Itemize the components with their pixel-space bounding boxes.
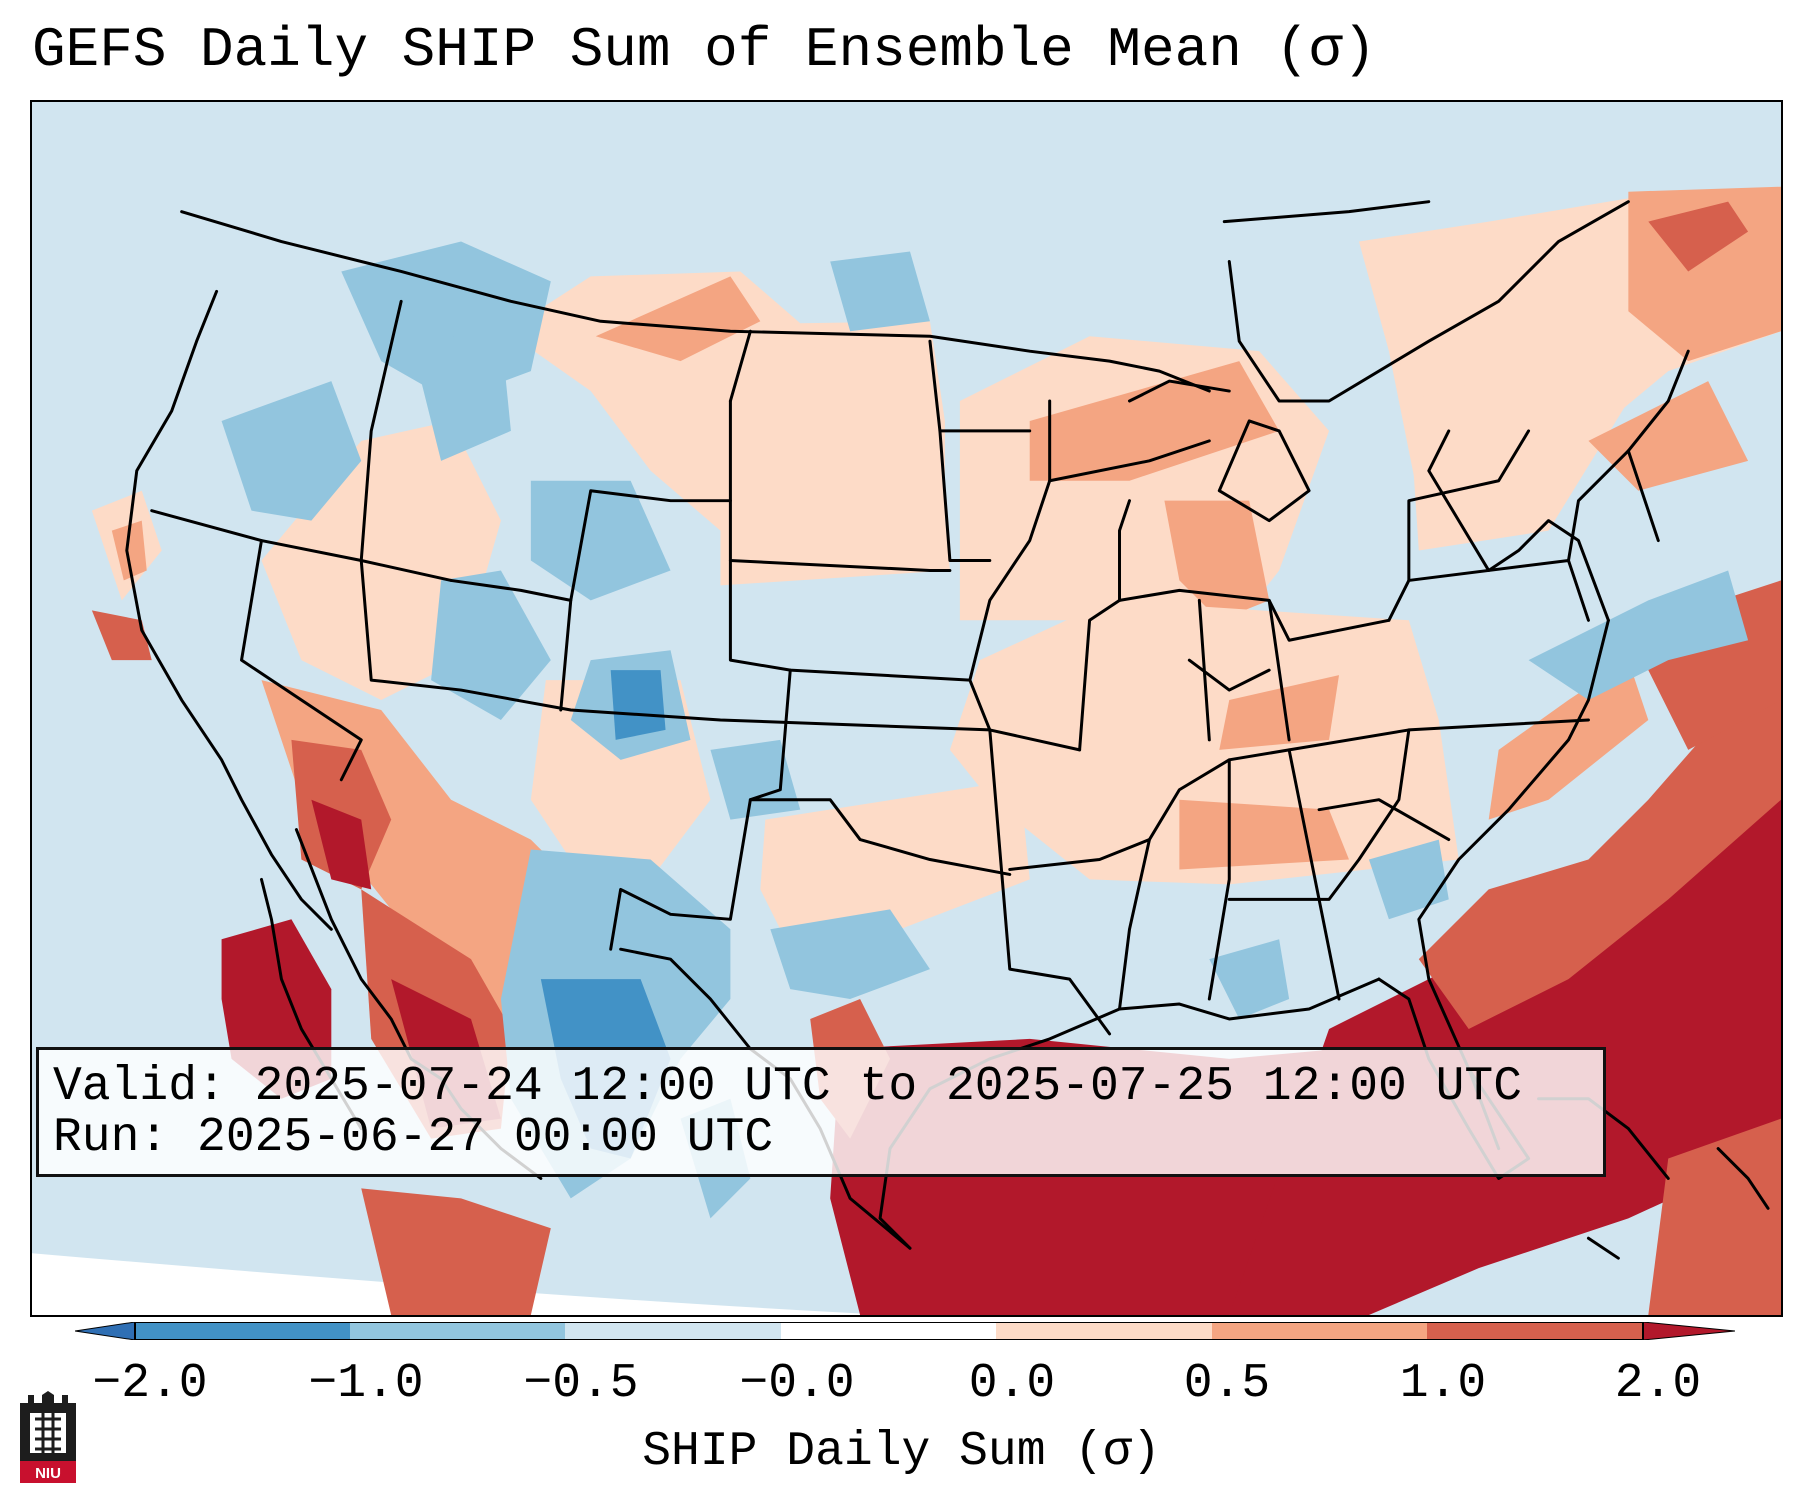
colorbar-segment-5	[996, 1322, 1212, 1340]
run-time-text: Run: 2025-06-27 00:00 UTC	[53, 1110, 774, 1165]
colorbar-segment-2	[350, 1322, 565, 1340]
colorbar-segment-1	[135, 1322, 350, 1340]
colorbar-segment-4	[781, 1322, 996, 1340]
tick-label: 0.0	[968, 1357, 1056, 1411]
niu-logo: NIU	[20, 1391, 76, 1483]
colorbar-extend-right	[1642, 1322, 1735, 1340]
tick-label: −1.0	[308, 1357, 424, 1411]
valid-run-info-box: Valid: 2025-07-24 12:00 UTC to 2025-07-2…	[36, 1047, 1606, 1177]
valid-time-text: Valid: 2025-07-24 12:00 UTC to 2025-07-2…	[53, 1060, 1523, 1114]
colorbar-ticks: −2.0 −1.0 −0.5 −0.0 0.0 0.5 1.0 2.0	[0, 1360, 1803, 1410]
colorbar	[75, 1322, 1735, 1340]
colorbar-label: SHIP Daily Sum (σ)	[642, 1425, 1161, 1479]
tick-label: −2.0	[92, 1357, 208, 1411]
tick-label: 2.0	[1614, 1357, 1702, 1411]
tick-label: 0.5	[1183, 1357, 1271, 1411]
tick-label: −0.5	[523, 1357, 639, 1411]
chart-title: GEFS Daily SHIP Sum of Ensemble Mean (σ)	[32, 18, 1377, 82]
logo-text: NIU	[35, 1465, 61, 1482]
colorbar-segment-3	[565, 1322, 781, 1340]
colorbar-extend-left	[75, 1322, 136, 1340]
tick-label: −0.0	[739, 1357, 855, 1411]
colorbar-segment-6	[1212, 1322, 1427, 1340]
tick-label: 1.0	[1399, 1357, 1487, 1411]
colorbar-segment-7	[1427, 1322, 1643, 1340]
